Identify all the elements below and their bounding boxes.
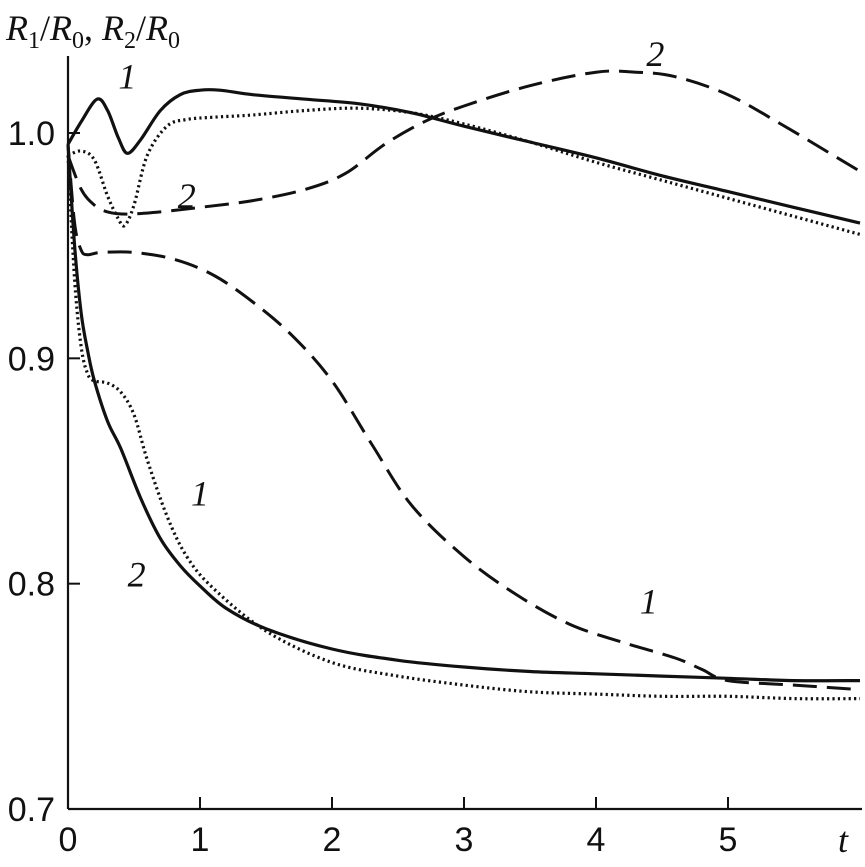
y-axis-title-part: /: [136, 8, 146, 48]
y-tick-label: 0.7: [8, 791, 55, 829]
y-axis-title: R1/R0, R2/R0: [5, 8, 180, 54]
curve-label: 2: [646, 34, 664, 74]
x-tick-label: 1: [191, 821, 210, 859]
chart-ticks: 0 1 2 3 4 5 0.7 0.8 0.9 1.0: [8, 115, 738, 859]
x-tick-label: 5: [719, 821, 738, 859]
x-tick-label: 4: [587, 821, 606, 859]
series-line-dotted-6: [66, 155, 861, 701]
y-axis-title-part: R: [49, 8, 72, 48]
curve-label: 2: [128, 555, 146, 595]
series-line-solid-5: [66, 144, 861, 683]
y-tick-label: 1.0: [8, 115, 55, 153]
chart-annotations: 1 2 2 1 2 1: [118, 34, 664, 622]
y-axis-title-part: 0: [168, 28, 180, 54]
y-tick-label: 0.9: [8, 340, 55, 378]
curve-label: 1: [640, 582, 658, 622]
y-axis-title-part: R: [101, 8, 124, 48]
series-line-dashed-3: [66, 69, 861, 216]
x-tick-label: 2: [323, 821, 342, 859]
y-axis-title-part: R: [5, 8, 28, 48]
x-tick-label: 0: [59, 821, 78, 859]
y-axis-title-part: 0: [72, 28, 84, 54]
y-tick-label: 0.8: [8, 566, 55, 604]
y-axis-title-part: ,: [84, 8, 102, 48]
y-axis-title-part: R: [145, 8, 168, 48]
y-axis-title-part: /: [40, 8, 50, 48]
y-axis-title-part: 2: [124, 28, 136, 54]
chart-series: [66, 69, 861, 701]
curve-label: 1: [118, 57, 136, 97]
series-line-dashed-4: [66, 144, 861, 692]
x-tick-label: 3: [455, 821, 474, 859]
y-axis-title-part: 1: [28, 28, 40, 54]
x-axis-title: t: [838, 820, 849, 860]
series-line-solid-1: [66, 88, 861, 225]
curve-label: 2: [178, 176, 196, 216]
curve-label: 1: [191, 474, 209, 514]
